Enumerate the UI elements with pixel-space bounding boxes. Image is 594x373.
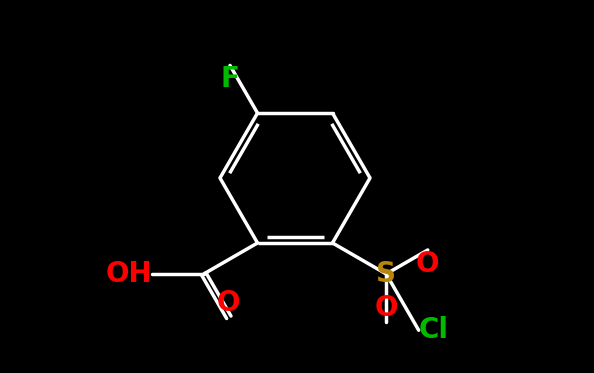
- Text: O: O: [374, 294, 398, 322]
- Text: S: S: [376, 260, 396, 288]
- Text: Cl: Cl: [419, 316, 448, 344]
- Text: O: O: [217, 289, 241, 317]
- Text: F: F: [220, 65, 239, 93]
- Text: OH: OH: [105, 260, 152, 288]
- Text: O: O: [416, 250, 440, 278]
